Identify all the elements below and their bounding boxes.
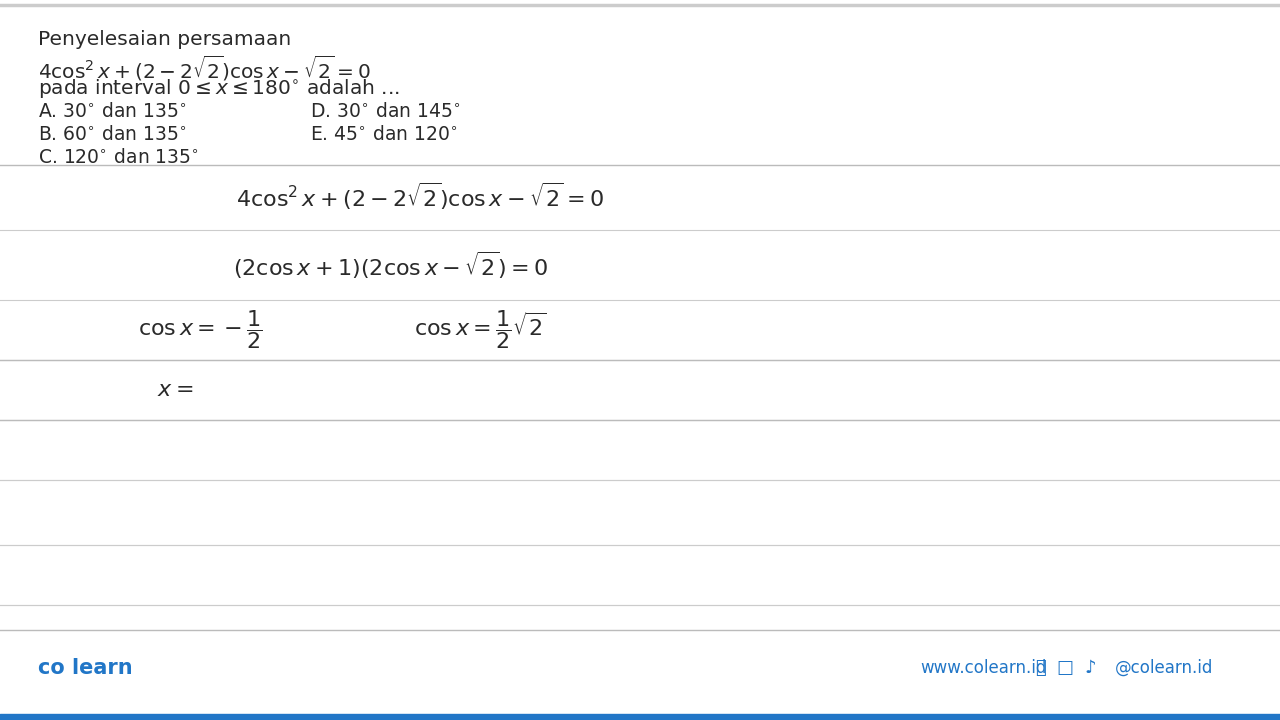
Text: pada interval $0\leq x\leq 180^{\circ}$ adalah ...: pada interval $0\leq x\leq 180^{\circ}$ …	[38, 77, 399, 100]
Text: Penyelesaian persamaan: Penyelesaian persamaan	[38, 30, 292, 49]
Text: $\cos x = \dfrac{1}{2}\sqrt{2}$: $\cos x = \dfrac{1}{2}\sqrt{2}$	[413, 309, 547, 351]
Text: □: □	[1056, 659, 1074, 677]
Text: D. $30^{\circ}$ dan $145^{\circ}$: D. $30^{\circ}$ dan $145^{\circ}$	[310, 102, 461, 121]
Text: $4\cos^2x+(2-2\sqrt{2})\cos x-\sqrt{2}=0$: $4\cos^2x+(2-2\sqrt{2})\cos x-\sqrt{2}=0…	[38, 54, 371, 84]
Text: E. $45^{\circ}$ dan $120^{\circ}$: E. $45^{\circ}$ dan $120^{\circ}$	[310, 125, 458, 144]
Text: ⧆: ⧆	[1034, 659, 1046, 677]
Text: $(2\cos x + 1)(2\cos x - \sqrt{2}) = 0$: $(2\cos x + 1)(2\cos x - \sqrt{2}) = 0$	[233, 249, 548, 281]
Text: $x = $: $x = $	[157, 380, 193, 400]
Text: $\cos x = -\dfrac{1}{2}$: $\cos x = -\dfrac{1}{2}$	[137, 309, 262, 351]
Text: ♪: ♪	[1084, 659, 1096, 677]
Text: www.colearn.id: www.colearn.id	[920, 659, 1046, 677]
Text: co learn: co learn	[38, 658, 133, 678]
Text: $4\cos^2 x + (2 - 2\sqrt{2})\cos x - \sqrt{2} = 0$: $4\cos^2 x + (2 - 2\sqrt{2})\cos x - \sq…	[236, 180, 604, 212]
Text: A. $30^{\circ}$ dan $135^{\circ}$: A. $30^{\circ}$ dan $135^{\circ}$	[38, 102, 187, 121]
Text: B. $60^{\circ}$ dan $135^{\circ}$: B. $60^{\circ}$ dan $135^{\circ}$	[38, 125, 187, 144]
Text: C. $120^{\circ}$ dan $135^{\circ}$: C. $120^{\circ}$ dan $135^{\circ}$	[38, 148, 200, 167]
Text: @colearn.id: @colearn.id	[1115, 659, 1213, 677]
